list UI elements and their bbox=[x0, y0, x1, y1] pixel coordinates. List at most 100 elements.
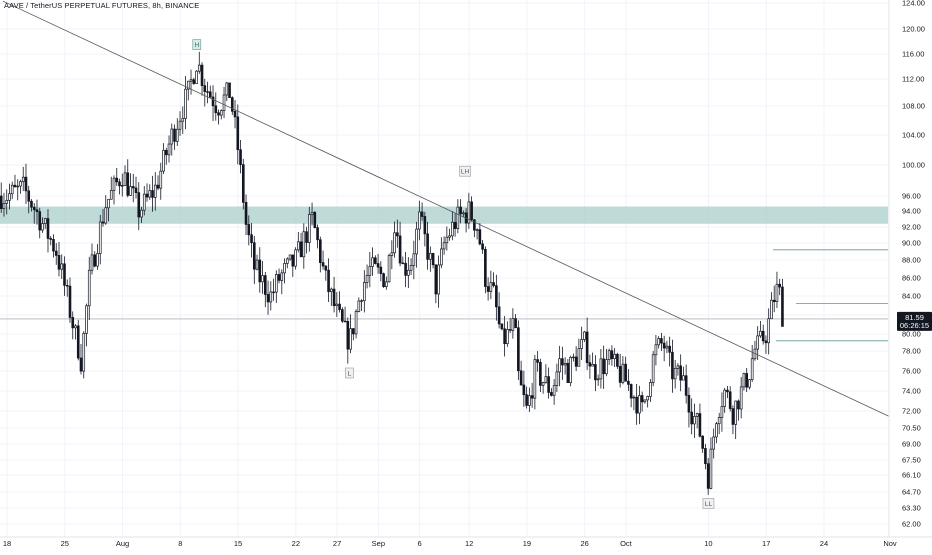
candle-body bbox=[96, 253, 99, 267]
candle-body bbox=[679, 365, 682, 381]
candle-body bbox=[470, 201, 473, 221]
candle-body bbox=[426, 233, 429, 260]
candle-body bbox=[184, 88, 187, 119]
candle-body bbox=[175, 128, 179, 142]
candle bbox=[360, 299, 363, 312]
candle bbox=[250, 222, 253, 258]
candle bbox=[632, 395, 636, 411]
candle bbox=[0, 182, 3, 213]
candle bbox=[693, 403, 696, 438]
pivot-label-text: LH bbox=[461, 169, 470, 176]
candle-body bbox=[544, 376, 548, 383]
candle-body bbox=[541, 382, 545, 386]
candle bbox=[709, 437, 713, 490]
candle bbox=[365, 264, 369, 289]
candle bbox=[148, 184, 152, 200]
candle bbox=[335, 292, 339, 317]
candle bbox=[442, 236, 446, 255]
candle bbox=[76, 319, 80, 361]
candle-body bbox=[255, 259, 259, 270]
candle-body bbox=[288, 254, 292, 260]
candle-body bbox=[274, 274, 278, 293]
candle bbox=[715, 421, 718, 444]
candle-body bbox=[555, 371, 559, 386]
candle bbox=[96, 244, 99, 270]
pivot-label-ll: LL bbox=[702, 498, 715, 509]
candle-body bbox=[561, 358, 564, 366]
candle bbox=[761, 324, 765, 345]
candle-body bbox=[453, 221, 457, 229]
candle-body bbox=[687, 394, 691, 413]
time-tick-label: Oct bbox=[620, 539, 633, 548]
candle-body bbox=[189, 79, 193, 82]
candle-body bbox=[371, 257, 374, 267]
candle-body bbox=[310, 212, 314, 215]
candle-body bbox=[618, 366, 622, 383]
candle bbox=[643, 399, 647, 404]
candle-body bbox=[332, 288, 336, 307]
candle bbox=[511, 308, 515, 339]
candle bbox=[712, 428, 715, 459]
candle-body bbox=[574, 356, 578, 367]
candle-body bbox=[360, 300, 363, 302]
candle-body bbox=[701, 435, 704, 449]
candle bbox=[566, 359, 570, 384]
candle bbox=[115, 168, 119, 186]
candle bbox=[503, 316, 506, 357]
candle bbox=[222, 86, 226, 119]
candle bbox=[46, 209, 50, 253]
time-tick-label: Aug bbox=[116, 539, 129, 548]
candle bbox=[60, 254, 64, 279]
candle-body bbox=[101, 221, 105, 224]
candle bbox=[429, 246, 432, 272]
candle-body bbox=[412, 253, 416, 266]
candle bbox=[24, 163, 28, 205]
candle bbox=[371, 247, 374, 276]
candle-body bbox=[448, 235, 451, 238]
candle-body bbox=[354, 311, 358, 335]
price-tick-label: 64.70 bbox=[902, 488, 921, 497]
candle-body bbox=[506, 329, 509, 345]
candle bbox=[252, 235, 256, 285]
supply-zone bbox=[0, 206, 888, 224]
candle-body bbox=[563, 362, 567, 366]
candle bbox=[481, 240, 484, 254]
candle bbox=[211, 85, 215, 122]
candle bbox=[605, 349, 608, 377]
candle bbox=[368, 251, 372, 288]
candle bbox=[217, 109, 220, 125]
candle bbox=[131, 173, 135, 203]
candle bbox=[514, 314, 517, 329]
candle-body bbox=[610, 350, 614, 360]
candle-body bbox=[2, 202, 6, 210]
candle bbox=[409, 258, 413, 275]
candle bbox=[57, 242, 61, 277]
candle-body bbox=[385, 281, 388, 288]
price-tick-label: 63.30 bbox=[902, 504, 921, 513]
candle bbox=[38, 207, 42, 239]
candle bbox=[13, 174, 17, 188]
candle bbox=[321, 250, 325, 270]
price-tick-label: 78.00 bbox=[902, 347, 921, 356]
price-tick-label: 116.00 bbox=[902, 50, 924, 59]
pivot-label-l: L bbox=[345, 367, 354, 379]
candle bbox=[316, 224, 319, 249]
candle-body bbox=[321, 262, 325, 267]
pivot-label-text: H bbox=[194, 42, 199, 49]
candle-body bbox=[429, 253, 432, 260]
candle bbox=[324, 265, 328, 281]
candle-body bbox=[486, 286, 490, 292]
candle-body bbox=[398, 235, 402, 264]
candle bbox=[8, 183, 11, 210]
candle-body bbox=[343, 320, 347, 323]
candle bbox=[627, 369, 630, 391]
candle bbox=[470, 196, 473, 222]
candle-body bbox=[170, 128, 174, 145]
candle-body bbox=[728, 391, 732, 409]
candle bbox=[434, 264, 438, 304]
candle bbox=[272, 278, 275, 301]
candle bbox=[500, 323, 504, 331]
candle-body bbox=[291, 254, 295, 267]
